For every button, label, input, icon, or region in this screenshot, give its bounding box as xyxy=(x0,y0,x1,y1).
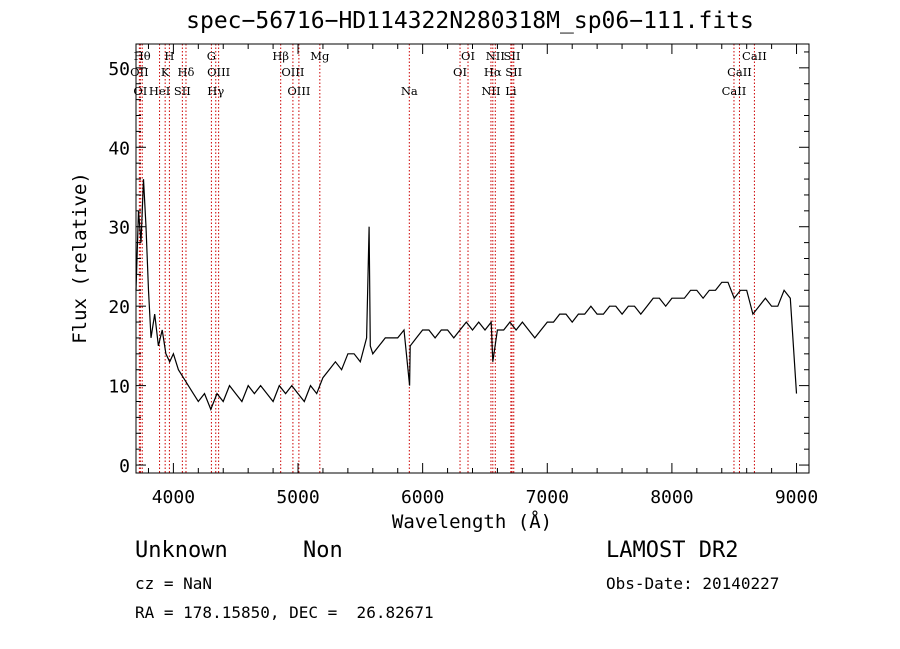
spectral-line-label: H xyxy=(164,49,174,63)
spectral-line-label: OIII xyxy=(207,65,230,79)
spectral-line-label: SII xyxy=(504,49,521,63)
spectral-line-label: OI xyxy=(133,84,147,98)
spectral-line-label: Hδ xyxy=(177,65,194,79)
x-tick-label: 7000 xyxy=(526,487,569,508)
coordinates: RA = 178.15850, DEC = 26.82671 xyxy=(135,603,434,622)
spectrum-series xyxy=(135,179,798,412)
spectral-line-label: Mg xyxy=(310,49,330,63)
spectral-line-label: SII xyxy=(505,65,522,79)
spectral-line-label: NII xyxy=(486,49,505,63)
spectral-line-label: Na xyxy=(401,84,418,98)
x-tick-label: 4000 xyxy=(152,487,195,508)
y-axis-label: Flux (relative) xyxy=(69,172,91,344)
spectral-line-label: OII xyxy=(130,65,149,79)
spectral-line-label: NII xyxy=(481,84,500,98)
x-axis-label: Wavelength (Å) xyxy=(392,510,552,533)
redshift-cz: cz = NaN xyxy=(135,574,213,593)
spectral-line-label: Hβ xyxy=(272,49,289,63)
spectral-line-label: K xyxy=(161,65,170,79)
spectral-line-label: OI xyxy=(461,49,475,63)
spectral-line-label: HeI xyxy=(149,84,170,98)
object-class: Unknown xyxy=(135,538,228,563)
plot-frame xyxy=(135,43,810,474)
spectral-line-label: CaII xyxy=(742,49,767,63)
survey-name: LAMOST DR2 xyxy=(606,538,739,563)
spectral-line-label: Hγ xyxy=(207,84,224,98)
spectral-line-label: Li xyxy=(505,84,517,98)
object-subclass: Non xyxy=(303,538,343,563)
spectral-line-label: OI xyxy=(453,65,467,79)
spectral-line-label: CaII xyxy=(727,65,752,79)
y-tick-label: 10 xyxy=(108,377,130,398)
spectral-line-label: Hα xyxy=(484,65,502,79)
spectral-line-label: OIII xyxy=(287,84,310,98)
spectral-line-label: OIII xyxy=(281,65,304,79)
x-tick-label: 9000 xyxy=(775,487,818,508)
spectral-line-label: Hθ xyxy=(134,49,151,63)
spectral-line-label: SII xyxy=(174,84,191,98)
obs-date: Obs-Date: 20140227 xyxy=(606,574,780,593)
y-tick-label: 40 xyxy=(108,138,130,159)
spectral-line-label: CaII xyxy=(722,84,747,98)
x-tick-label: 6000 xyxy=(401,487,444,508)
y-tick-label: 20 xyxy=(108,297,130,318)
y-tick-label: 30 xyxy=(108,218,130,239)
y-tick-label: 50 xyxy=(108,59,130,80)
spectral-line-label: G xyxy=(207,49,216,63)
x-tick-label: 5000 xyxy=(276,487,319,508)
chart-title: spec−56716−HD114322N280318M_sp06−111.fit… xyxy=(186,8,754,34)
x-tick-label: 8000 xyxy=(650,487,693,508)
y-tick-label: 0 xyxy=(119,456,130,477)
